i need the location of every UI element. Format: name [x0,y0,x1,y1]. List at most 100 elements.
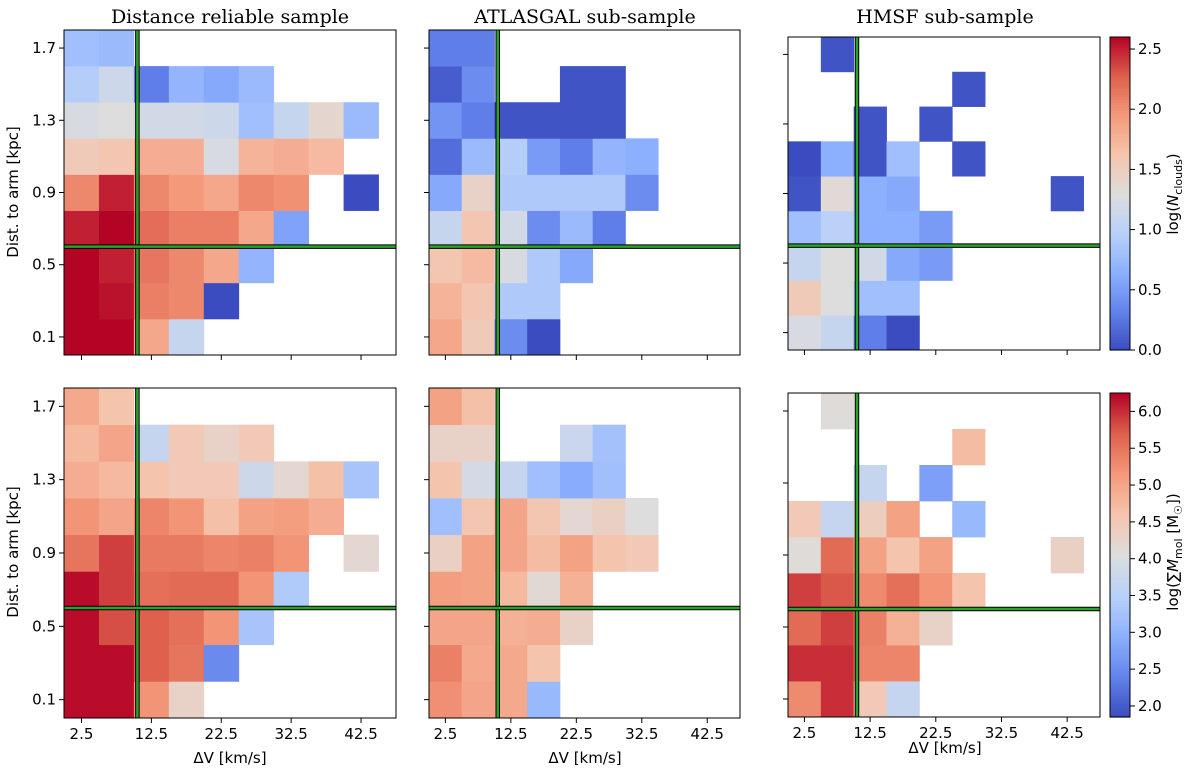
heatmap-cell [461,282,495,320]
colorbar-segment [1110,517,1130,521]
x-tick-label: 22.5 [205,725,238,743]
colorbar-segment [1110,444,1130,448]
heatmap-cell [886,210,920,247]
colorbar-segment [1110,198,1130,202]
colorbar-segment [1110,37,1130,41]
colorbar-segment [1110,128,1130,132]
colorbar-segment [1110,136,1130,140]
heatmap-cell [133,534,170,572]
colorbar-segment [1110,323,1130,328]
colorbar-segment [1110,611,1130,615]
colorbar-segment [1110,544,1130,548]
x-tick-label: 42.5 [344,725,377,743]
heatmap-cell [343,461,379,499]
colorbar-segment [1110,617,1130,621]
colorbar-segment [1110,339,1130,343]
colorbar-segment [1110,482,1130,486]
colorbar-segment [1110,271,1130,275]
y-tick-label: 0.9 [32,544,56,562]
colorbar-segment [1110,232,1130,236]
heatmap-cell [203,498,240,536]
colorbar-segment [1110,243,1130,247]
heatmap-cell [592,534,626,572]
colorbar-segment [1110,141,1130,145]
heatmap-panel-bottom-left: 2.5 12.5 22.5 32.5 42.5 0.1 0.5 0.9 1.3 1.7 [32,387,397,743]
colorbar-segment [1110,452,1130,456]
heatmap-cell [429,102,463,139]
heatmap-cell [308,461,344,499]
colorbar-segment [1110,582,1130,586]
heatmap-cell [919,245,953,281]
heatmap-cell [461,388,495,426]
colorbar-segment [1110,261,1130,265]
colorbar-segment [1110,284,1130,288]
heatmap-cell [64,461,100,499]
heatmap-cell [238,138,275,175]
colorbar-segment [1110,138,1130,142]
heatmap-cell [98,681,135,719]
colorbar-segment [1110,474,1130,478]
colorbar-tick-label: 1.0 [1138,221,1162,239]
colorbar-segment [1110,222,1130,226]
colorbar-segment [1110,441,1130,445]
colorbar-segment [1110,627,1130,632]
colorbar-segment [1110,123,1130,127]
heatmap-cell [820,501,855,538]
ylabel-bottom: Dist. to arm [kpc] [4,486,22,617]
heatmap-cell [559,571,594,609]
colorbar-tick-label: 5.0 [1138,476,1162,494]
title-atlasgal: ATLASGAL sub-sample [473,6,695,28]
heatmap-cell [273,571,310,609]
colorbar-segment [1110,39,1130,43]
heatmap-cell [820,315,855,351]
heatmap-cell [168,174,205,211]
heatmap-cell [64,534,100,572]
colorbar-segment [1110,305,1130,309]
heatmap-cell [788,315,822,351]
heatmap-cell [559,210,594,248]
colorbar-segment [1110,156,1130,161]
heatmap-cell [952,501,986,538]
colorbar-segment [1110,326,1130,330]
colorbar-segment [1110,447,1130,451]
heatmap-cell [952,71,986,107]
heatmap-cell [527,282,561,320]
heatmap-cell [461,534,495,572]
colorbar-segment [1110,256,1130,260]
heatmap-cell [853,176,887,212]
heatmap-cell [527,246,561,284]
heatmap-cell [238,571,275,609]
x-tick-label: 42.5 [691,725,724,743]
heatmap-cell [203,246,240,284]
y-tick-label: 0.5 [32,256,56,274]
heatmap-cell [853,609,887,646]
heatmap-cell [1050,176,1084,212]
heatmap-cell [559,138,594,175]
colorbar-segment [1110,420,1130,424]
heatmap-cell [168,66,205,103]
colorbar-label-nclouds: log(Nclouds) [1164,153,1185,234]
colorbar-segment [1110,83,1130,88]
colorbar-segment [1110,665,1130,669]
heatmap-cell [820,609,855,646]
heatmap-cell [98,608,135,646]
colorbar-segment [1110,180,1130,184]
heatmap-cell [820,141,855,177]
heatmap-cell [461,681,495,719]
colorbar-segment [1110,209,1130,213]
colorbar-segment [1110,563,1130,567]
heatmap-cell [168,138,205,175]
heatmap-cell [98,138,135,175]
colorbar-segment [1110,250,1130,255]
heatmap-cell [788,210,822,247]
heatmap-cell [273,498,310,536]
heatmap-cell [168,608,205,646]
heatmap-panel-bottom-middle: 2.5 12.5 22.5 32.5 42.5 [424,387,741,743]
heatmap-cell [461,461,495,499]
heatmap-panel-top-right [783,36,1101,355]
heatmap-cell [527,318,561,356]
heatmap-cell [461,30,495,67]
heatmap-cell [98,388,135,426]
colorbar-segment [1110,433,1130,437]
colorbar-segment [1110,490,1130,494]
